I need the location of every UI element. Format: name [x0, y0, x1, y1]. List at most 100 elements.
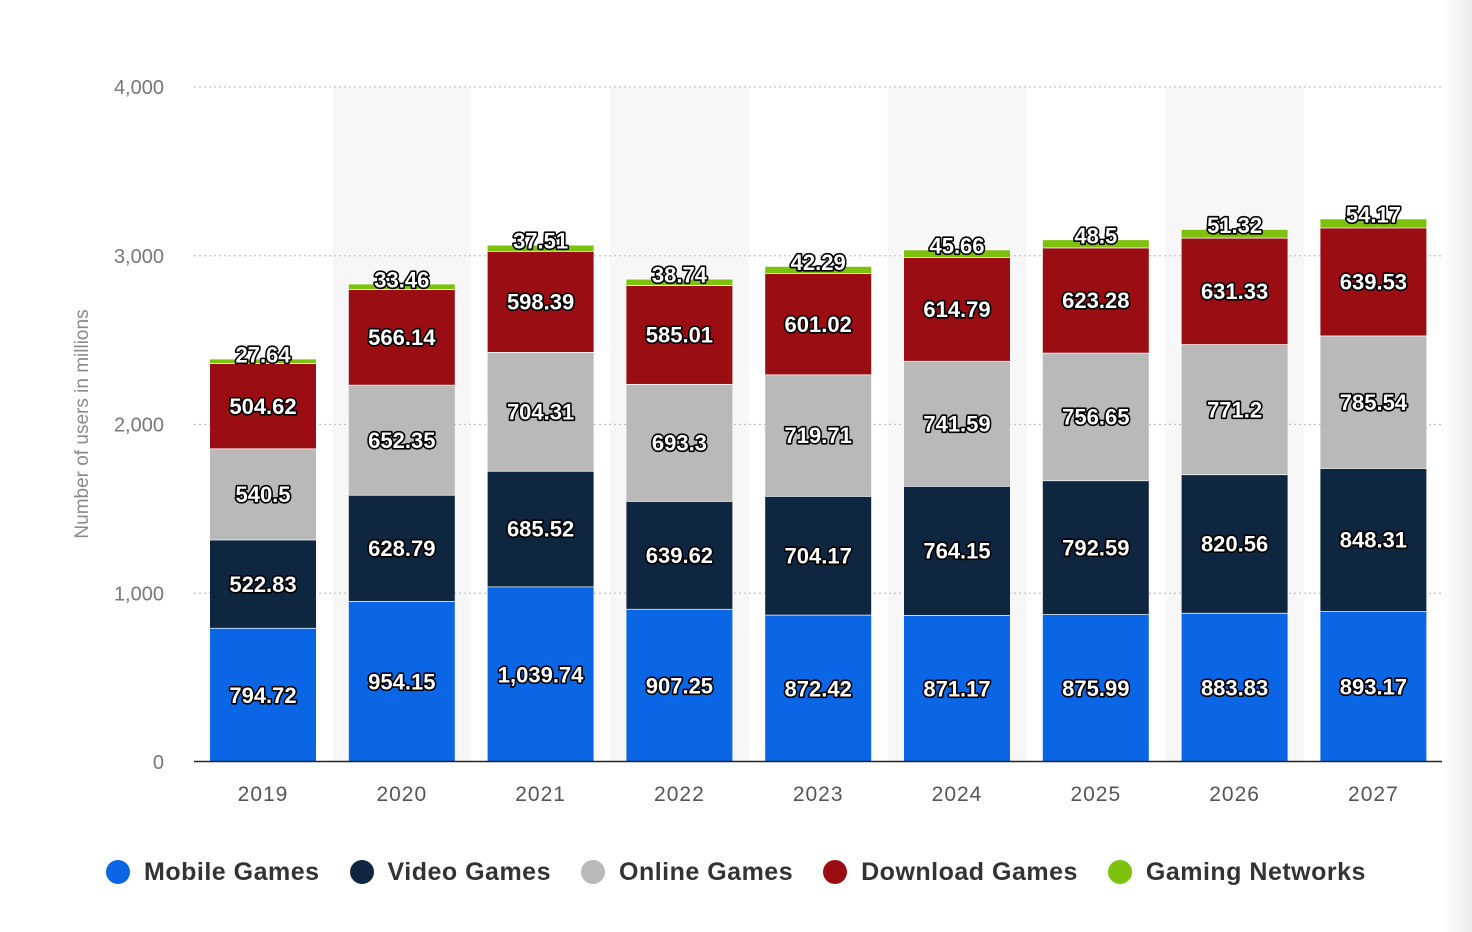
- data-label: 741.59: [923, 411, 990, 436]
- bar-segment: [765, 265, 872, 274]
- legend-swatch: [823, 860, 848, 884]
- bar-segment: [348, 600, 455, 762]
- x-tick-label: 2025: [1070, 783, 1121, 806]
- bar-segment: [1042, 247, 1149, 353]
- legend-swatch: [106, 860, 131, 884]
- bar-segment: [348, 384, 455, 495]
- bar-segment: [1320, 468, 1427, 612]
- data-label: 704.17: [785, 543, 852, 568]
- data-label: 628.79: [368, 536, 435, 561]
- data-label: 566.14: [368, 325, 436, 350]
- data-label: 685.52: [507, 517, 574, 542]
- legend-label: Mobile Games: [144, 857, 320, 886]
- x-tick-label: 2019: [238, 783, 289, 806]
- legend-item[interactable]: Online Games: [581, 858, 793, 887]
- data-label: 601.02: [785, 312, 852, 337]
- x-tick-label: 2023: [793, 783, 844, 806]
- x-tick-label: 2022: [654, 783, 705, 806]
- data-label: 45.66: [929, 233, 984, 258]
- legend-label: Gaming Networks: [1145, 857, 1366, 886]
- bar-segment: [904, 249, 1010, 258]
- data-label: 794.72: [229, 683, 296, 708]
- data-label: 875.99: [1062, 676, 1129, 701]
- x-axis-ticks: 2019 2020 2021 2022 2023 2024 2025 2026 2027: [238, 783, 1399, 806]
- bar-segment: [210, 358, 316, 364]
- legend-swatch: [349, 860, 374, 884]
- legend-label: Download Games: [861, 857, 1078, 886]
- data-label: 631.33: [1201, 279, 1268, 304]
- bar-segment: [904, 257, 1010, 361]
- data-label: 522.83: [229, 572, 296, 597]
- data-label: 719.71: [785, 423, 852, 448]
- data-label: 614.79: [923, 297, 990, 322]
- y-axis-ticks: 0 1,000 2,000 3,000 4,000: [114, 77, 164, 774]
- bar-segment: [1320, 335, 1427, 469]
- legend-swatch: [1107, 860, 1132, 884]
- data-labels: 794.72 522.83 540.5 504.62 27.64 954.15 628.79…: [228, 201, 1410, 710]
- bar-segment: [1181, 344, 1288, 475]
- data-label: 42.29: [791, 250, 846, 275]
- data-label: 848.31: [1340, 528, 1407, 553]
- data-label: 33.46: [374, 268, 429, 293]
- legend-label: Online Games: [619, 857, 794, 886]
- data-label: 785.54: [1340, 390, 1408, 415]
- bar-segment: [210, 627, 316, 762]
- data-label: 540.5: [235, 482, 290, 507]
- bar-segment: [626, 608, 733, 762]
- bar-segment: [487, 470, 594, 587]
- bar-segment: [1320, 611, 1427, 762]
- data-label: 38.74: [652, 263, 708, 288]
- data-label: 51.32: [1207, 213, 1262, 238]
- bar-segment: [626, 278, 733, 286]
- bar-segment: [904, 614, 1010, 762]
- bar-segment: [765, 374, 872, 496]
- bar-segment: [1181, 474, 1288, 613]
- bar-segment: [904, 360, 1010, 487]
- bar-segment: [348, 283, 455, 290]
- bar-segment: [1042, 480, 1149, 615]
- bar-segment: [1042, 239, 1149, 248]
- y-axis-label: Number of users in millions: [72, 309, 93, 538]
- legend-item[interactable]: Mobile Games: [106, 858, 320, 887]
- data-label: 764.15: [923, 539, 990, 564]
- bar-segment: [210, 539, 316, 628]
- data-label: 504.62: [229, 394, 296, 419]
- x-tick-label: 2027: [1348, 783, 1399, 806]
- x-tick-label: 2020: [376, 783, 427, 806]
- bar-segment: [210, 448, 316, 540]
- bar-segment: [626, 500, 733, 609]
- y-tick-label: 2,000: [114, 415, 164, 437]
- bar-segment: [487, 352, 594, 471]
- data-label: 954.15: [368, 669, 435, 694]
- legend-item[interactable]: Video Games: [349, 857, 551, 887]
- data-label: 585.01: [646, 323, 713, 348]
- data-label: 883.83: [1201, 675, 1268, 700]
- data-label: 48.5: [1074, 223, 1117, 248]
- data-label: 27.64: [235, 343, 291, 368]
- data-label: 704.31: [507, 399, 574, 424]
- bar-segment: [348, 289, 455, 385]
- data-label: 54.17: [1346, 203, 1401, 228]
- data-label: 652.35: [368, 428, 435, 453]
- bar-segment: [626, 383, 733, 501]
- bar-segment: [348, 494, 455, 601]
- data-label: 1,039.74: [498, 662, 584, 687]
- legend-item[interactable]: Download Games: [823, 858, 1078, 887]
- bar-segment: [1181, 229, 1288, 238]
- data-label: 771.2: [1207, 397, 1262, 422]
- legend-label: Video Games: [387, 857, 551, 886]
- y-tick-label: 1,000: [114, 583, 164, 605]
- x-tick-label: 2026: [1209, 783, 1260, 806]
- legend-item[interactable]: Gaming Networks: [1107, 857, 1366, 887]
- data-label: 37.51: [513, 229, 568, 254]
- bar-segment: [487, 244, 594, 252]
- bar-segment: [1181, 612, 1288, 762]
- stacked-bar-chart: 0 1,000 2,000 3,000 4,000 Number of users in…: [72, 77, 1442, 806]
- bar-segment: [1320, 218, 1427, 228]
- y-tick-label: 3,000: [114, 246, 164, 268]
- x-tick-label: 2021: [515, 783, 566, 806]
- bar-segment: [626, 285, 733, 384]
- data-label: 598.39: [507, 290, 574, 315]
- data-label: 792.59: [1062, 535, 1129, 560]
